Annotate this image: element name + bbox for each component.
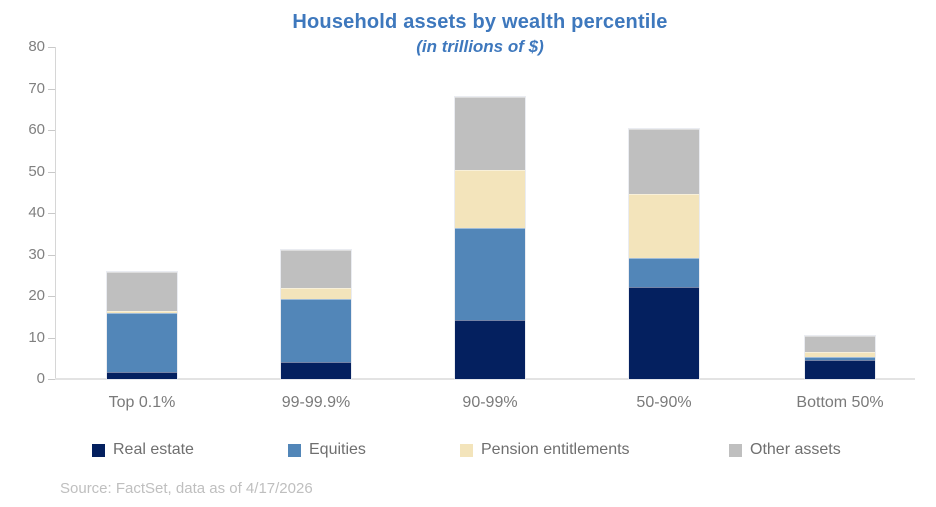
stacked-bar-bottom-50- [805,336,875,379]
stacked-bar-99-99-9- [281,250,351,379]
y-axis-tick-label: 40 [28,204,45,221]
y-axis-tick [48,171,55,173]
legend-swatch-real-estate [92,443,105,457]
x-axis-label: 99-99.9% [281,394,351,411]
bar-segment-real-estate [455,319,525,379]
bar-segment-pension-entitlements [281,287,351,299]
y-axis-tick [48,213,55,214]
bar-segment-other-assets [629,129,699,194]
y-axis-tick-label: 10 [28,328,45,346]
plot-area: 0 10 20 30 40 50 60 70 80 [28,38,915,387]
y-axis-tick [48,379,55,380]
y-axis-tick [48,337,55,339]
bar-segment-equities [805,357,875,361]
y-axis-tick-label: 60 [28,121,45,138]
stacked-bar-top-0-1- [107,271,177,379]
legend: Real estate Equities Pension entitlements O… [0,441,936,463]
x-axis-labels: Top 0.1% 99-99.9% 90-99% 50-90% Bottom 50% [0,394,936,418]
y-axis-tick-label: 70 [28,79,45,97]
y-axis-tick-label: 30 [28,245,45,263]
bar-segment-pension-entitlements [805,352,875,358]
legend-label: Pension entitlements [481,441,630,458]
stacked-bar-90-99- [455,96,525,379]
bar-segment-equities [629,257,699,287]
chart-subtitle: (in trillions of $) [416,37,544,56]
y-axis-tick [48,254,55,256]
stacked-bar-50-90- [629,129,699,379]
y-axis-line [55,47,56,379]
y-axis-tick [48,130,55,131]
bar-segment-other-assets [455,96,525,171]
y-axis-tick-label: 0 [36,370,45,387]
bar-segment-real-estate [107,371,177,379]
y-axis-tick [48,88,55,90]
bar-segment-pension-entitlements [629,193,699,258]
bar-segment-equities [455,228,525,320]
legend-item-pension-entitlements: Pension entitlements [460,441,630,459]
y-axis-tick-label: 80 [28,38,45,55]
legend-swatch-pension-entitlements [460,443,473,457]
bar-segment-real-estate [629,286,699,379]
legend-label: Real estate [113,441,194,458]
bar-segment-equities [107,313,177,372]
bar-segment-pension-entitlements [455,170,525,229]
bar-segment-pension-entitlements [107,311,177,314]
bar-segment-real-estate [281,361,351,379]
bar-segment-equities [281,298,351,362]
y-axis-tick-label: 50 [28,162,45,180]
bar-segment-other-assets [805,336,875,353]
y-axis-tick [48,47,55,48]
y-axis-tick [48,296,55,297]
bar-segment-other-assets [107,271,177,312]
legend-swatch-equities [288,443,301,457]
legend-swatch-other-assets [729,443,742,457]
legend-item-other-assets: Other assets [729,441,841,459]
x-axis-label: 90-99% [462,394,518,411]
legend-item-real-estate: Real estate [92,441,194,459]
bar-segment-real-estate [805,360,875,379]
source-note: Source: FactSet, data as of 4/17/2026 [60,480,313,497]
x-axis-label: 50-90% [636,394,692,411]
x-axis-label: Top 0.1% [108,394,176,411]
legend-label: Other assets [750,441,841,458]
legend-item-equities: Equities [288,441,366,459]
bar-segment-other-assets [281,250,351,288]
x-axis-line [55,378,915,380]
legend-label: Equities [309,441,366,458]
chart-title: Household assets by wealth percentile [292,11,668,33]
x-axis-label: Bottom 50% [796,394,884,411]
y-axis-tick-label: 20 [28,287,45,304]
title-block: Household assets by wealth percentile (i… [25,11,935,57]
